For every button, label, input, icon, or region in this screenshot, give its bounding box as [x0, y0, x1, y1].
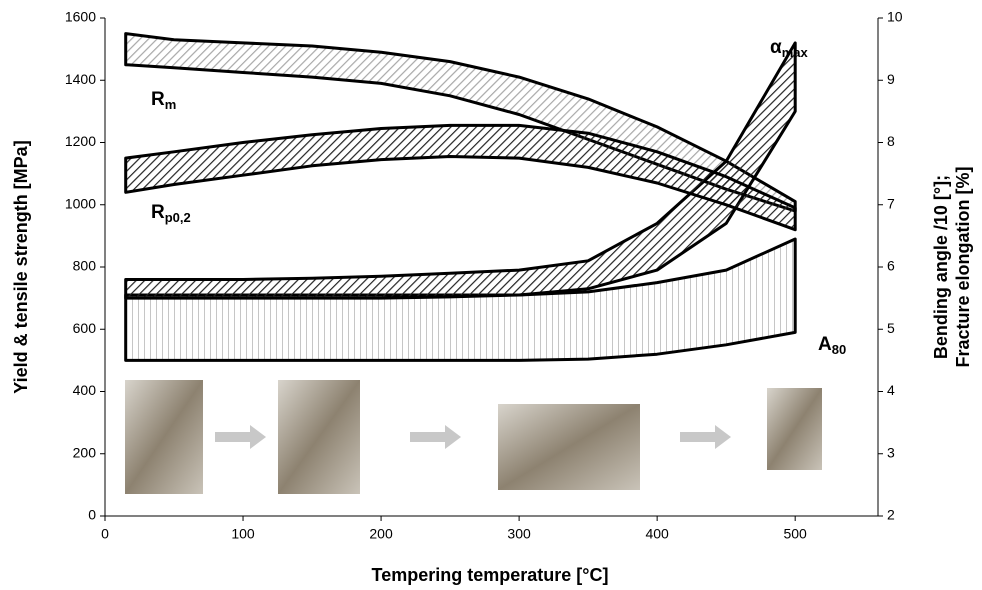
series-label: A80 [818, 334, 846, 357]
series-name: R [151, 89, 165, 110]
x-tick-label: 0 [101, 526, 109, 542]
y-tick-label: 400 [73, 382, 97, 398]
photos [125, 380, 822, 494]
x-tick-label: 100 [231, 526, 255, 542]
series-subscript: 80 [832, 342, 846, 357]
y-tick-label: 0 [88, 507, 96, 523]
y2-tick-label: 8 [887, 133, 895, 149]
y-tick-label: 1000 [65, 195, 96, 211]
y-tick-label: 200 [73, 444, 97, 460]
band [124, 237, 797, 362]
y-tick-label: 1600 [65, 9, 96, 25]
y2-tick-label: 3 [887, 444, 895, 460]
y2-tick-label: 6 [887, 258, 895, 274]
band [124, 41, 797, 300]
y2-tick-label: 9 [887, 71, 895, 87]
y-tick-label: 1400 [65, 71, 96, 87]
series-label: Rp0,2 [151, 202, 191, 225]
x-axis-title: Tempering temperature [°C] [372, 565, 609, 585]
series-label: αmax [770, 37, 808, 60]
y2-tick-label: 7 [887, 195, 895, 211]
y-tick-label: 1200 [65, 133, 96, 149]
y2-tick-label: 5 [887, 320, 895, 336]
band [124, 123, 797, 232]
x-tick-label: 500 [783, 526, 807, 542]
y2-axis-title: Bending angle /10 [°]; [931, 175, 951, 359]
y-tick-label: 800 [73, 258, 97, 274]
y-tick-label: 600 [73, 320, 97, 336]
y2-tick-label: 4 [887, 382, 895, 398]
x-tick-label: 400 [645, 526, 669, 542]
series-name: R [151, 202, 165, 223]
y2-tick-label: 10 [887, 9, 903, 25]
x-tick-label: 200 [369, 526, 393, 542]
series-subscript: max [782, 45, 809, 60]
series-name: α [770, 37, 782, 58]
series-subscript: p0,2 [165, 210, 191, 225]
series-subscript: m [165, 97, 177, 112]
series-name: A [818, 334, 832, 355]
y2-tick-label: 2 [887, 507, 895, 523]
series-label: Rm [151, 89, 176, 112]
y2-axis-title: Fracture elongation [%] [953, 166, 973, 367]
y-axis-title: Yield & tensile strength [MPa] [11, 140, 31, 393]
x-tick-label: 300 [507, 526, 531, 542]
